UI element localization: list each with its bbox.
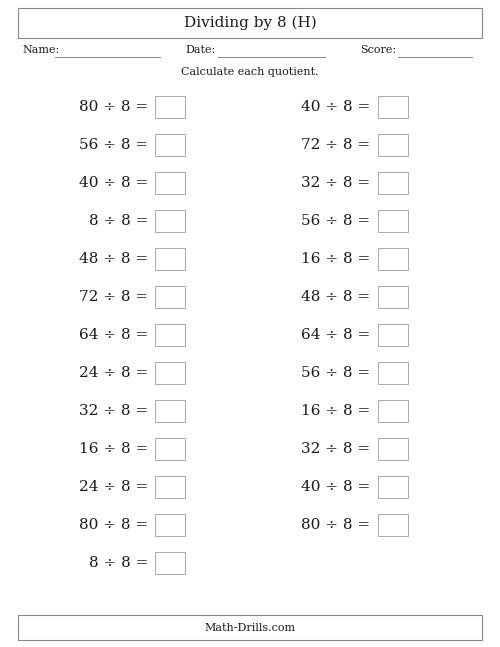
FancyBboxPatch shape bbox=[155, 362, 185, 384]
FancyBboxPatch shape bbox=[155, 248, 185, 270]
Text: 48 ÷ 8 =: 48 ÷ 8 = bbox=[301, 290, 370, 304]
Text: 16 ÷ 8 =: 16 ÷ 8 = bbox=[301, 252, 370, 266]
Text: 40 ÷ 8 =: 40 ÷ 8 = bbox=[79, 176, 148, 190]
FancyBboxPatch shape bbox=[378, 134, 408, 156]
Text: 16 ÷ 8 =: 16 ÷ 8 = bbox=[301, 404, 370, 418]
Text: 40 ÷ 8 =: 40 ÷ 8 = bbox=[301, 100, 370, 114]
Text: 80 ÷ 8 =: 80 ÷ 8 = bbox=[79, 100, 148, 114]
Text: 32 ÷ 8 =: 32 ÷ 8 = bbox=[301, 442, 370, 456]
FancyBboxPatch shape bbox=[18, 615, 482, 640]
Text: 64 ÷ 8 =: 64 ÷ 8 = bbox=[301, 328, 370, 342]
FancyBboxPatch shape bbox=[378, 476, 408, 498]
FancyBboxPatch shape bbox=[378, 438, 408, 460]
FancyBboxPatch shape bbox=[155, 476, 185, 498]
FancyBboxPatch shape bbox=[378, 324, 408, 346]
FancyBboxPatch shape bbox=[155, 134, 185, 156]
FancyBboxPatch shape bbox=[378, 210, 408, 232]
FancyBboxPatch shape bbox=[155, 286, 185, 308]
FancyBboxPatch shape bbox=[155, 172, 185, 194]
FancyBboxPatch shape bbox=[378, 514, 408, 536]
Text: 56 ÷ 8 =: 56 ÷ 8 = bbox=[301, 366, 370, 380]
FancyBboxPatch shape bbox=[155, 552, 185, 574]
Text: 8 ÷ 8 =: 8 ÷ 8 = bbox=[88, 214, 148, 228]
Text: 24 ÷ 8 =: 24 ÷ 8 = bbox=[79, 366, 148, 380]
Text: 8 ÷ 8 =: 8 ÷ 8 = bbox=[88, 556, 148, 570]
Text: 16 ÷ 8 =: 16 ÷ 8 = bbox=[79, 442, 148, 456]
Text: Dividing by 8 (H): Dividing by 8 (H) bbox=[184, 16, 316, 30]
Text: 80 ÷ 8 =: 80 ÷ 8 = bbox=[301, 518, 370, 532]
FancyBboxPatch shape bbox=[155, 96, 185, 118]
FancyBboxPatch shape bbox=[378, 362, 408, 384]
Text: Calculate each quotient.: Calculate each quotient. bbox=[181, 67, 319, 77]
Text: 80 ÷ 8 =: 80 ÷ 8 = bbox=[79, 518, 148, 532]
Text: 72 ÷ 8 =: 72 ÷ 8 = bbox=[79, 290, 148, 304]
Text: 32 ÷ 8 =: 32 ÷ 8 = bbox=[79, 404, 148, 418]
Text: 48 ÷ 8 =: 48 ÷ 8 = bbox=[79, 252, 148, 266]
FancyBboxPatch shape bbox=[18, 8, 482, 38]
Text: 32 ÷ 8 =: 32 ÷ 8 = bbox=[301, 176, 370, 190]
Text: 40 ÷ 8 =: 40 ÷ 8 = bbox=[301, 480, 370, 494]
FancyBboxPatch shape bbox=[155, 438, 185, 460]
Text: 72 ÷ 8 =: 72 ÷ 8 = bbox=[301, 138, 370, 152]
Text: 56 ÷ 8 =: 56 ÷ 8 = bbox=[301, 214, 370, 228]
FancyBboxPatch shape bbox=[378, 172, 408, 194]
Text: Date:: Date: bbox=[185, 45, 215, 55]
FancyBboxPatch shape bbox=[378, 286, 408, 308]
Text: 56 ÷ 8 =: 56 ÷ 8 = bbox=[79, 138, 148, 152]
FancyBboxPatch shape bbox=[378, 248, 408, 270]
FancyBboxPatch shape bbox=[155, 210, 185, 232]
FancyBboxPatch shape bbox=[155, 400, 185, 422]
FancyBboxPatch shape bbox=[378, 96, 408, 118]
FancyBboxPatch shape bbox=[378, 400, 408, 422]
FancyBboxPatch shape bbox=[155, 324, 185, 346]
Text: Math-Drills.com: Math-Drills.com bbox=[204, 623, 296, 633]
Text: Name:: Name: bbox=[22, 45, 60, 55]
Text: 24 ÷ 8 =: 24 ÷ 8 = bbox=[79, 480, 148, 494]
Text: Score:: Score: bbox=[360, 45, 396, 55]
Text: 64 ÷ 8 =: 64 ÷ 8 = bbox=[79, 328, 148, 342]
FancyBboxPatch shape bbox=[155, 514, 185, 536]
